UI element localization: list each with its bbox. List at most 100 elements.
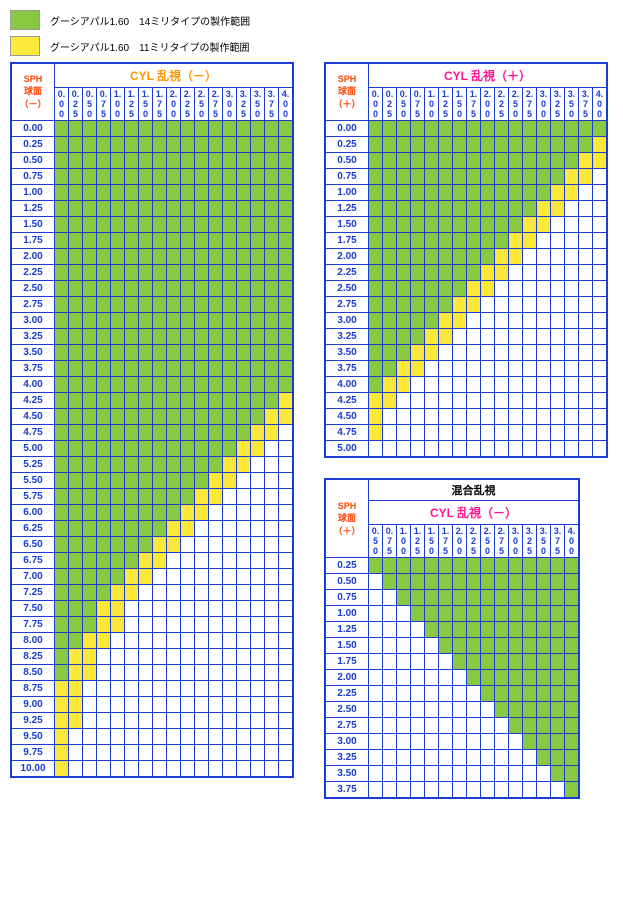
range-cell [467, 217, 481, 233]
range-cell [467, 606, 481, 622]
range-cell [251, 121, 265, 137]
range-cell [125, 377, 139, 393]
cyl-header: 1.75 [467, 88, 481, 121]
range-cell [195, 473, 209, 489]
range-cell [265, 201, 279, 217]
range-cell [97, 569, 111, 585]
range-cell [237, 345, 251, 361]
range-cell [69, 185, 83, 201]
range-cell [237, 185, 251, 201]
range-cell [209, 441, 223, 457]
range-cell [523, 153, 537, 169]
range-cell [209, 249, 223, 265]
range-cell [537, 185, 551, 201]
range-cell [139, 601, 153, 617]
range-cell [411, 329, 425, 345]
range-cell [83, 297, 97, 313]
range-cell [425, 265, 439, 281]
range-cell [111, 249, 125, 265]
range-cell [551, 638, 565, 654]
range-cell [209, 393, 223, 409]
range-cell [439, 425, 453, 441]
range-cell [153, 649, 167, 665]
range-cell [83, 745, 97, 761]
range-cell [565, 329, 579, 345]
range-cell [69, 441, 83, 457]
range-cell [181, 441, 195, 457]
cyl-header: 2.25 [467, 525, 481, 558]
cyl-header: 3.25 [523, 525, 537, 558]
range-cell [223, 393, 237, 409]
range-cell [593, 441, 608, 458]
range-cell [209, 377, 223, 393]
range-cell [111, 297, 125, 313]
range-cell [537, 217, 551, 233]
range-cell [411, 217, 425, 233]
range-cell [467, 441, 481, 458]
range-cell [537, 702, 551, 718]
range-cell [167, 681, 181, 697]
sph-row-header: 3.75 [325, 782, 369, 799]
range-cell [397, 670, 411, 686]
range-cell [593, 345, 608, 361]
sph-row-header: 3.25 [11, 329, 55, 345]
range-cell [111, 169, 125, 185]
range-cell [55, 537, 69, 553]
range-cell [279, 505, 294, 521]
range-cell [383, 249, 397, 265]
range-cell [139, 521, 153, 537]
range-cell [509, 425, 523, 441]
range-cell [579, 185, 593, 201]
range-cell [593, 281, 608, 297]
range-cell [279, 201, 294, 217]
range-cell [153, 457, 167, 473]
sph-row-header: 4.00 [325, 377, 369, 393]
sph-row-header: 5.00 [325, 441, 369, 458]
range-cell [223, 185, 237, 201]
range-cell [509, 409, 523, 425]
range-cell [279, 457, 294, 473]
range-cell [111, 649, 125, 665]
range-cell [411, 686, 425, 702]
cyl-header: 3.00 [537, 88, 551, 121]
range-cell [237, 553, 251, 569]
range-cell [467, 329, 481, 345]
range-cell [97, 201, 111, 217]
range-cell [83, 729, 97, 745]
range-cell [453, 329, 467, 345]
range-cell [279, 361, 294, 377]
range-cell [565, 782, 580, 799]
range-cell [425, 782, 439, 799]
range-cell [223, 537, 237, 553]
range-cell [439, 782, 453, 799]
range-cell [425, 393, 439, 409]
range-cell [195, 681, 209, 697]
range-cell [83, 473, 97, 489]
range-cell [593, 185, 608, 201]
range-cell [467, 574, 481, 590]
range-cell [55, 121, 69, 137]
range-cell [139, 345, 153, 361]
sph-row-header: 4.25 [325, 393, 369, 409]
range-cell [209, 681, 223, 697]
range-cell [111, 745, 125, 761]
cyl-header: 3.75 [579, 88, 593, 121]
range-cell [495, 313, 509, 329]
range-cell [97, 217, 111, 233]
range-cell [209, 521, 223, 537]
range-cell [411, 441, 425, 458]
sph-row-header: 1.75 [11, 233, 55, 249]
range-cell [265, 585, 279, 601]
range-cell [55, 201, 69, 217]
range-cell [125, 649, 139, 665]
range-cell [579, 249, 593, 265]
range-cell [167, 521, 181, 537]
range-cell [397, 558, 411, 574]
range-cell [523, 137, 537, 153]
sph-row-header: 1.00 [325, 606, 369, 622]
range-cell [125, 313, 139, 329]
range-cell [509, 670, 523, 686]
range-cell [125, 473, 139, 489]
range-cell [195, 553, 209, 569]
range-cell [537, 153, 551, 169]
